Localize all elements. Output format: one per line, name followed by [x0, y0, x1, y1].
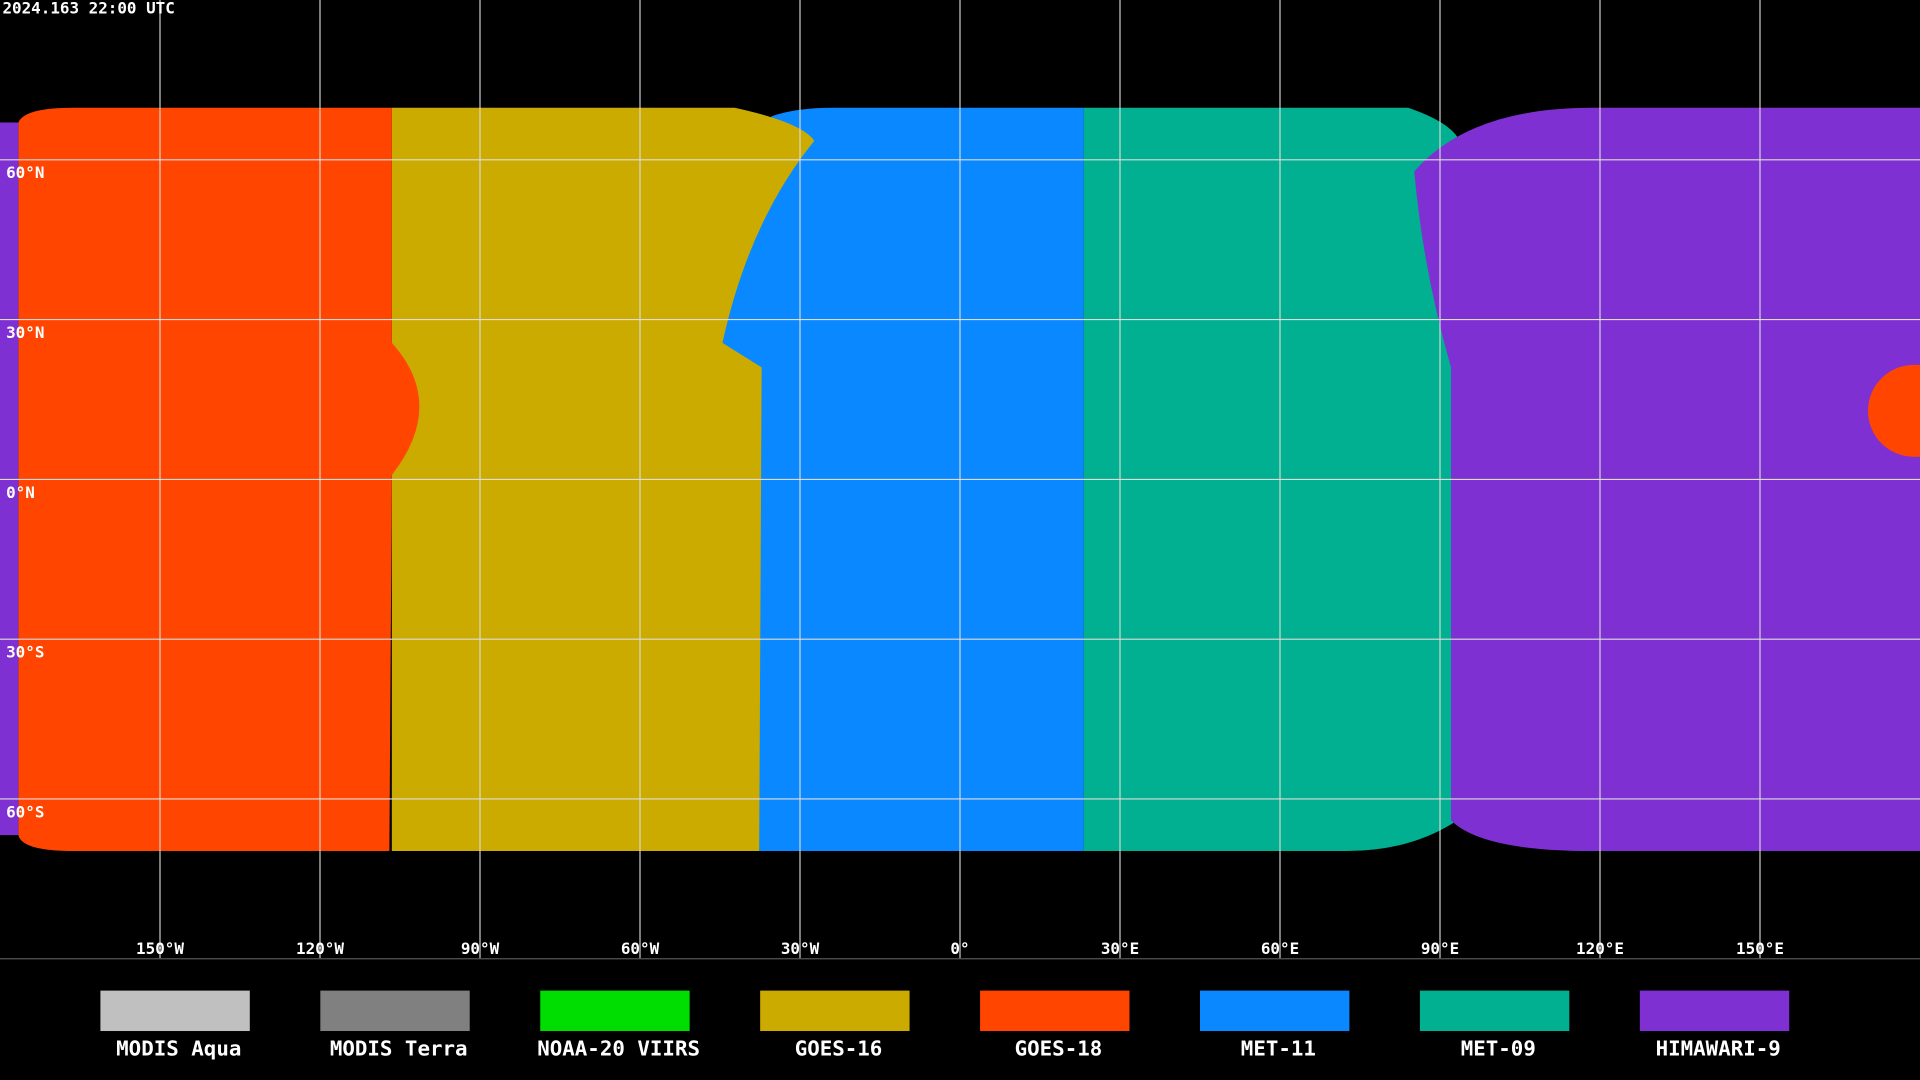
lon-label: 120°E: [1576, 939, 1624, 958]
lon-label: 90°E: [1421, 939, 1459, 958]
lon-label: 90°W: [461, 939, 500, 958]
legend-swatch: [100, 990, 250, 1032]
legend-swatch: [980, 990, 1130, 1032]
timestamp: 2024.163 22:00 UTC: [2, 0, 174, 17]
coverage-area: [0, 122, 19, 836]
legend-swatch: [320, 990, 470, 1032]
lon-label: 60°E: [1261, 939, 1299, 958]
lat-label: 30°N: [6, 323, 44, 342]
lon-label: 150°E: [1736, 939, 1784, 958]
lat-label: 60°N: [6, 163, 44, 182]
legend: MODIS Aqua MODIS Terra NOAA-20 VIIRS GOES-1…: [100, 990, 1790, 1061]
legend-swatch: [540, 990, 690, 1032]
lon-label: 30°W: [781, 939, 820, 958]
legend-label: MET-09: [1461, 1037, 1536, 1061]
legend-label: MODIS Aqua: [116, 1037, 241, 1061]
axis-labels: 150°W 120°W 90°W 60°W 30°W 0° 30°E 60°E 90°E 120°…: [6, 163, 1784, 958]
legend-label: NOAA-20 VIIRS: [537, 1037, 700, 1061]
legend-label: MODIS Terra: [330, 1037, 468, 1061]
legend-label: MET-11: [1241, 1037, 1316, 1061]
lon-label: 150°W: [136, 939, 184, 958]
coverage-area: [1867, 364, 1920, 457]
legend-label: GOES-16: [795, 1037, 883, 1061]
lon-label: 60°W: [621, 939, 660, 958]
legend-swatch: [760, 990, 910, 1032]
lon-label: 30°E: [1101, 939, 1139, 958]
lat-label: 30°S: [6, 643, 44, 662]
legend-label: HIMAWARI-9: [1656, 1037, 1781, 1061]
legend-swatch: [1639, 990, 1790, 1032]
lon-label: 120°W: [296, 939, 344, 958]
graticule: [0, 0, 1920, 959]
legend-label: GOES-18: [1015, 1037, 1103, 1061]
legend-swatch: [1200, 990, 1350, 1032]
lon-label: 0°: [950, 939, 969, 958]
lat-label: 60°S: [6, 802, 44, 821]
legend-swatch: [1419, 990, 1570, 1032]
lat-label: 0°N: [6, 483, 35, 502]
